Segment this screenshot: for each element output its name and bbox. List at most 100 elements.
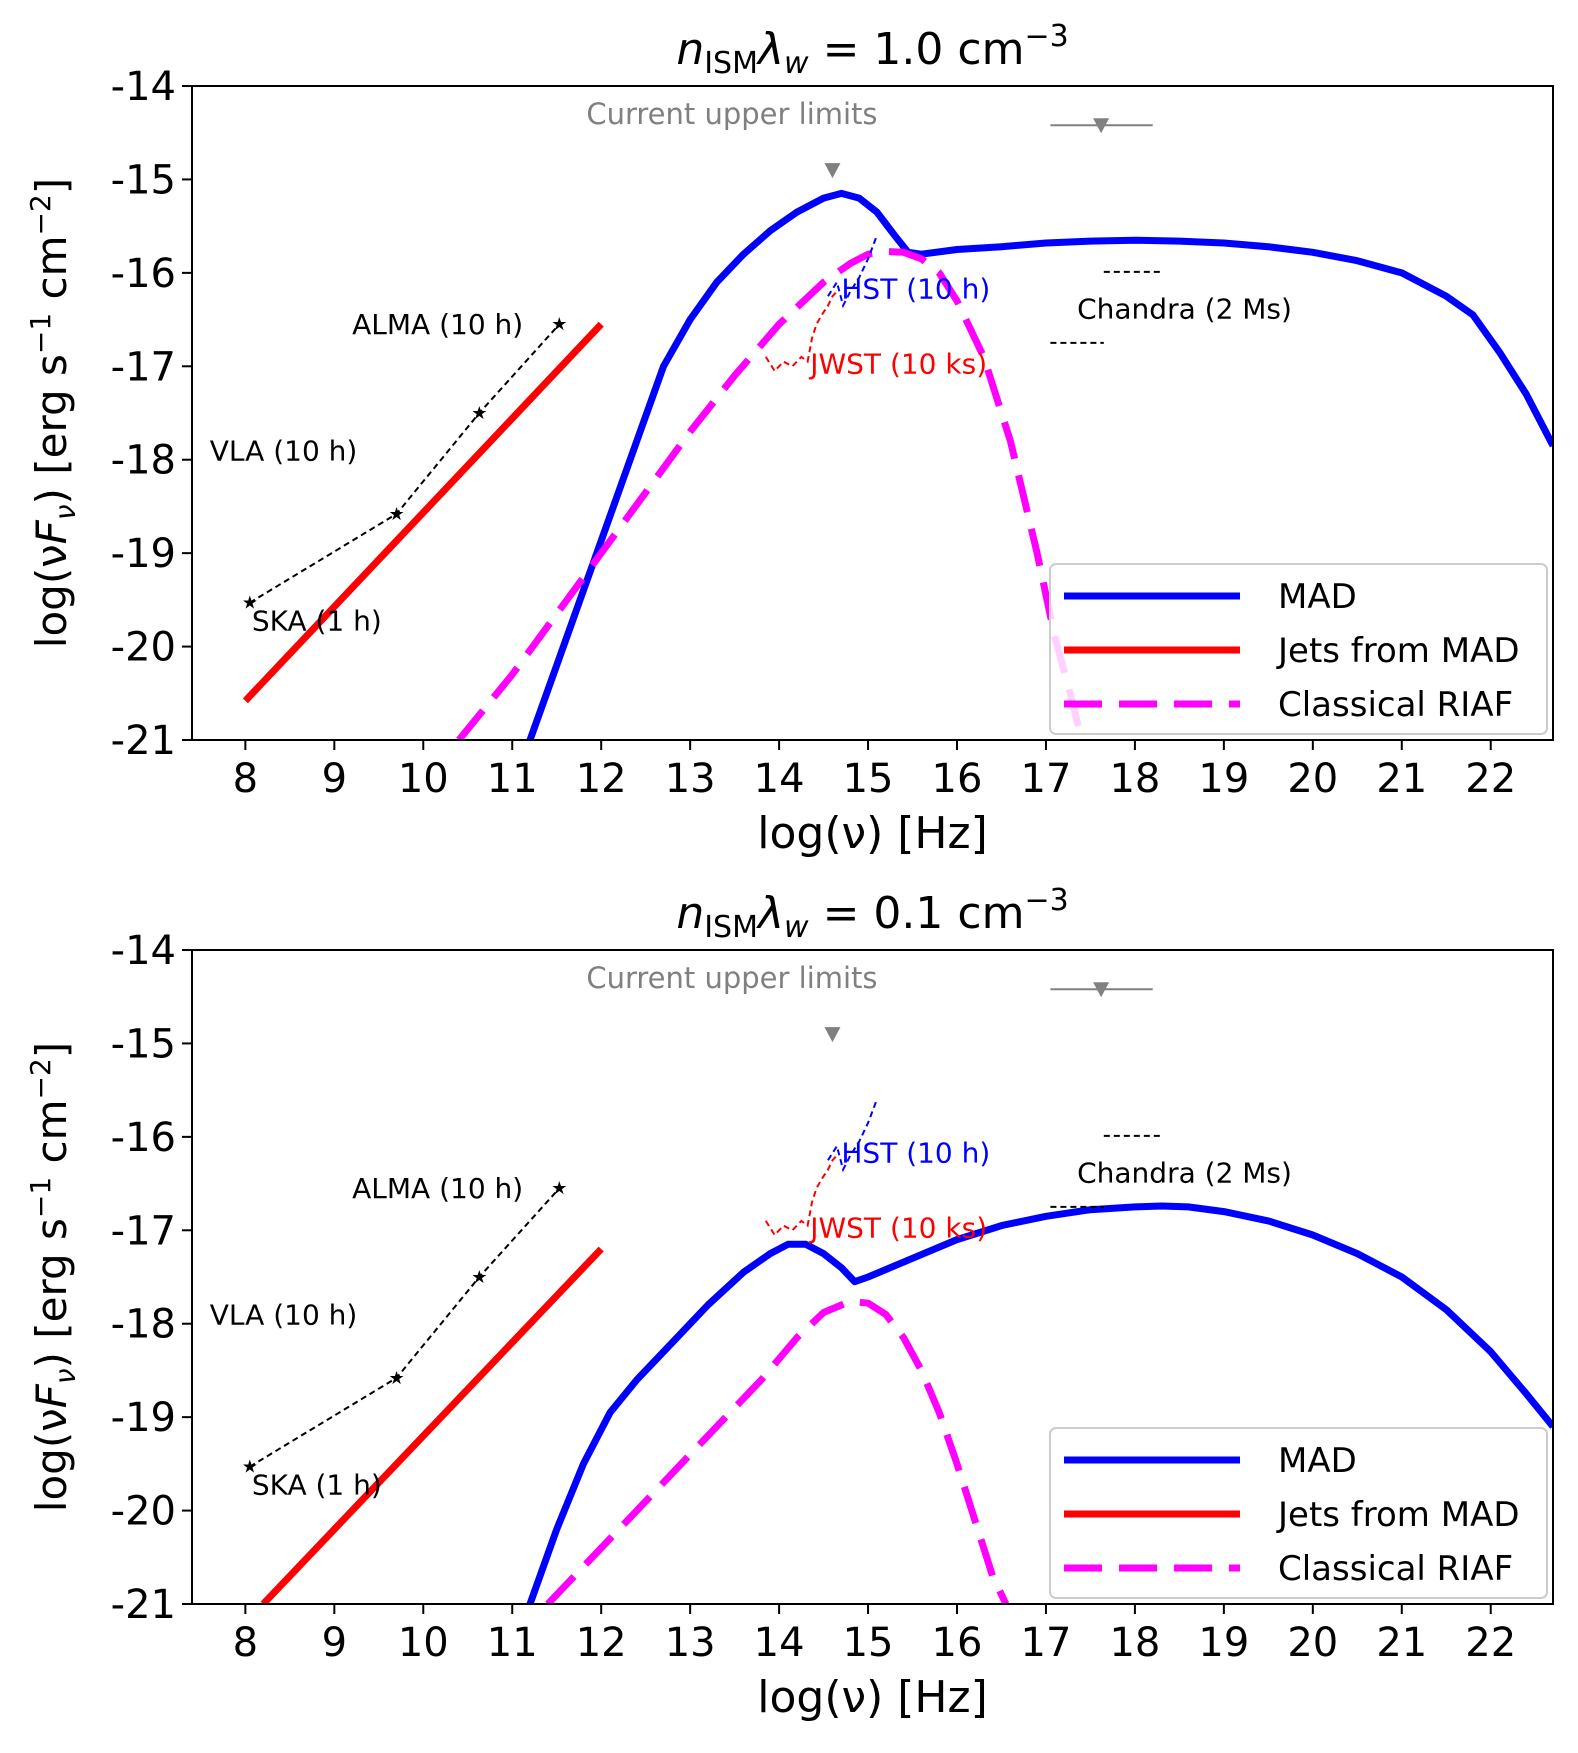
star-marker-alma: ★ [551,314,567,335]
sensitivity-label-hst: HST (10 h) [841,1137,990,1170]
y-axis-label: log(νFν) [erg s−1 cm−2] [24,1042,82,1512]
series-line-jets-from-mad [242,321,604,704]
x-tick-label: 18 [1109,1620,1160,1666]
y-tick-label: -15 [111,1021,176,1067]
x-tick-label: 12 [576,756,627,802]
series-line-mad [526,1202,1553,1604]
x-tick-label: 22 [1465,1620,1516,1666]
title-value: = 0.1 cm [809,888,1025,939]
y-tick-label: -17 [111,344,176,390]
y-tick-label: -16 [111,251,176,297]
y-label-part: log(ν [27,544,76,648]
title-exponent: −3 [1024,19,1068,54]
instrument-label-ska: SKA (1 h) [252,604,382,637]
instrument-label-alma: ALMA (10 h) [352,1172,523,1205]
y-label-exponent: −2 [24,1058,57,1099]
title-value: = 1.0 cm [809,24,1025,75]
upper-limit-triangle [1093,982,1110,998]
instrument-label-alma: ALMA (10 h) [352,308,523,341]
legend-box [1049,1427,1548,1599]
y-label-exponent: −1 [24,313,57,354]
chart-panel-2: nISMλw = 0.1 cm−3★★★★SKA (1 h)VLA (10 h)… [24,883,1554,1723]
instrument-label-vla: VLA (10 h) [210,434,358,467]
sensitivity-label-hst: HST (10 h) [841,273,990,306]
legend: MAD Jets from MAD Classical RIAF [1049,563,1548,735]
legend-label-jets-from-mad: Jets from MAD [1276,631,1520,671]
star-marker-ska: ★ [242,1457,258,1478]
x-tick-label: 10 [398,1620,449,1666]
title-n: n [676,888,704,939]
star-marker-vla: ★ [389,504,405,525]
y-tick-label: -20 [111,625,176,671]
series-line-classical-riaf [545,1297,1010,1604]
y-label-part: ] [27,1042,76,1058]
y-label-part: log(ν [27,1408,76,1512]
y-tick-label: -19 [111,1395,176,1441]
instrument-label-vla: VLA (10 h) [210,1298,358,1331]
x-tick-label: 16 [932,756,983,802]
title-n: n [676,24,704,75]
x-tick-label: 18 [1109,756,1160,802]
upper-limits-label: Current upper limits [586,961,877,995]
star-marker-ska: ★ [242,593,258,614]
legend-label-mad: MAD [1278,577,1357,617]
x-tick-label: 17 [1021,756,1072,802]
y-label-part: ) [erg s [27,354,76,504]
instrument-label-ska: SKA (1 h) [252,1468,382,1501]
sensitivity-hst-curve [827,235,878,309]
x-tick-label: 10 [398,756,449,802]
y-tick-label: -14 [111,64,176,110]
y-tick-label: -18 [111,438,176,484]
y-label-nu-subscript: ν [49,1369,82,1385]
sensitivity-label-chandra: Chandra (2 Ms) [1077,1156,1292,1189]
upper-limit-triangle [1093,118,1110,134]
upper-limits-label: Current upper limits [586,97,877,131]
sensitivity-jwst-curve [764,1154,838,1237]
x-tick-label: 21 [1376,756,1427,802]
x-tick-label: 17 [1021,1620,1072,1666]
chart-title: nISMλw = 1.0 cm−3 [676,19,1068,81]
x-tick-label: 9 [322,756,347,802]
axes-frame [191,85,1554,741]
y-label-F: F [27,519,76,544]
x-tick-label: 12 [576,1620,627,1666]
upper-limit-triangle [824,163,841,179]
y-label-part: cm [27,235,76,312]
star-marker-alma: ★ [551,1178,567,1199]
legend-box [1049,563,1548,735]
legend: MAD Jets from MAD Classical RIAF [1049,1427,1548,1599]
y-label-part: cm [27,1099,76,1176]
legend-label-jets-from-mad: Jets from MAD [1276,1495,1520,1535]
title-subscript: ISM [704,46,758,81]
y-label-exponent: −1 [24,1177,57,1218]
star-marker-alma-a: ★ [471,403,487,424]
x-tick-label: 8 [233,756,258,802]
x-tick-label: 9 [322,1620,347,1666]
y-label-exponent: −2 [24,194,57,235]
x-tick-label: 13 [665,1620,716,1666]
x-tick-label: 19 [1198,756,1249,802]
title-subscript: ISM [704,910,758,945]
sensitivity-label-chandra: Chandra (2 Ms) [1077,292,1292,325]
x-tick-label: 13 [665,756,716,802]
chart-title: nISMλw = 0.1 cm−3 [676,883,1068,945]
axes-frame [191,949,1554,1605]
x-axis-label: log(ν) [Hz] [757,808,987,859]
upper-limit-triangle [824,1027,841,1043]
x-tick-label: 15 [843,756,894,802]
x-tick-label: 14 [754,1620,805,1666]
x-axis-label: log(ν) [Hz] [757,1672,987,1723]
x-tick-label: 22 [1465,756,1516,802]
star-marker-alma-a: ★ [471,1267,487,1288]
x-tick-label: 15 [843,1620,894,1666]
title-w: w [784,46,809,81]
radio-sensitivity-line [249,323,561,604]
legend-label-classical-riaf: Classical RIAF [1278,685,1513,725]
sensitivity-hst-curve [827,1099,878,1173]
x-tick-label: 20 [1287,1620,1338,1666]
radio-sensitivity-line [249,1187,561,1468]
sensitivity-label-jwst: JWST (10 ks) [808,347,987,380]
series-line-jets-from-mad [260,1246,604,1604]
title-w: w [784,910,809,945]
